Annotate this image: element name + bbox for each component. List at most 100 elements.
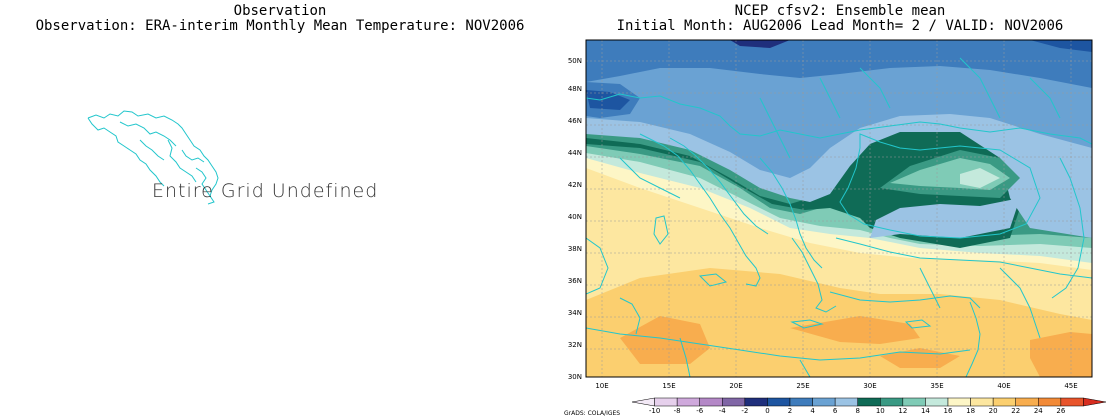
left-coastline-5: [139, 139, 165, 161]
left-coastline-1: [87, 110, 219, 205]
coast-greece: [791, 237, 837, 313]
colorbar-label: 26: [1056, 407, 1065, 415]
coast-adriatic: [669, 137, 769, 235]
colorbar-swatch: [722, 397, 746, 407]
colorbar-label: 12: [898, 407, 907, 415]
field-22-24-c: [1030, 332, 1092, 377]
lat-label: 46N: [568, 117, 582, 125]
border-3: [819, 77, 841, 119]
lat-label: 30N: [568, 373, 582, 381]
left-title-line2: Observation: ERA-interim Monthly Mean Te…: [35, 18, 525, 34]
coast-crete: [790, 319, 824, 329]
colorbar-swatch: [880, 397, 904, 407]
lon-label: 15E: [662, 382, 675, 390]
colorbar-label: 2: [788, 407, 792, 415]
left-coastline-2: [87, 117, 165, 187]
coast-turkey-south: [829, 291, 981, 309]
lat-label: 40N: [568, 213, 582, 221]
field-0-2-west: [586, 90, 630, 110]
colorbar-label: -4: [719, 407, 727, 415]
border-8: [799, 359, 811, 377]
coast-iberia: [586, 237, 609, 295]
lon-label: 40E: [997, 382, 1010, 390]
coast-europe-north: [586, 93, 1092, 145]
plot-frame: [585, 39, 1093, 378]
lat-label: 50N: [568, 57, 582, 65]
colorbar-swatch: [857, 397, 881, 407]
colorbar-label: -10: [649, 407, 660, 415]
colorbar-swatch: [676, 397, 700, 407]
colorbar-swatch: [1083, 397, 1107, 407]
lon-label: 25E: [796, 382, 809, 390]
colorbar-label: 4: [810, 407, 815, 415]
colorbar-label: -8: [674, 407, 681, 415]
colorbar-label: 14: [921, 407, 930, 415]
border-6: [999, 267, 1041, 339]
left-coastline-7: [181, 149, 205, 163]
grid-undefined-message: Entire Grid Undefined: [152, 180, 379, 202]
lon-label: 35E: [930, 382, 943, 390]
forecast-temperature-map: 30N 32N 34N 36N 38N 40N 42N 44N 46N 48N …: [568, 39, 1093, 390]
colorbar-swatch: [812, 397, 836, 407]
left-title-line1: Observation: [233, 3, 327, 19]
lat-label: 34N: [568, 309, 582, 317]
coast-tunisia: [619, 297, 641, 335]
lon-labels: 10E 15E 20E 25E 30E 35E 40E 45E: [595, 382, 1077, 390]
colorbar-swatch: [1038, 397, 1062, 407]
field-16-inner: [960, 168, 1000, 188]
colorbar-swatch: [902, 397, 926, 407]
coast-italy: [639, 133, 761, 287]
lat-label: 36N: [568, 277, 582, 285]
border-10: [1029, 77, 1061, 119]
field-dark-tl: [730, 40, 790, 48]
coast-levant: [965, 301, 981, 377]
lat-label: 48N: [568, 85, 582, 93]
colorbar-label: 18: [966, 407, 975, 415]
border-5: [919, 267, 941, 309]
colorbar-swatch: [1015, 397, 1039, 407]
lat-label: 44N: [568, 149, 582, 157]
border-2: [759, 97, 791, 159]
colorbar-label: 8: [855, 407, 859, 415]
coast-blacksea: [839, 133, 1041, 239]
lon-label: 20E: [729, 382, 742, 390]
border-4: [959, 57, 1001, 119]
colorbar-swatch: [654, 397, 678, 407]
colorbar-label: 24: [1034, 407, 1043, 415]
colorbar-swatch: [834, 397, 858, 407]
border-9: [859, 67, 891, 109]
field-22-24-a: [620, 316, 710, 364]
right-title-line2: Initial Month: AUG2006 Lead Month= 2 / V…: [616, 18, 1064, 34]
lon-label: 10E: [595, 382, 608, 390]
colorbar-swatch: [631, 397, 655, 407]
colorbar-label: 20: [989, 407, 998, 415]
colorbar-swatch: [744, 397, 768, 407]
colorbar-swatches: [631, 397, 1107, 407]
coast-sardinia: [653, 215, 669, 245]
coast-med-south: [586, 327, 971, 361]
grads-credit: GrADS: COLA/IGES: [564, 410, 621, 417]
colorbar-swatch: [1060, 397, 1084, 407]
temperature-colorbar: -10 -8 -6 -4 -2 0 2 4 6 8 10 12 14 16 18 20 22 24 26: [631, 397, 1107, 415]
field-6-8-inner: [870, 198, 1020, 238]
colorbar-swatch: [970, 397, 994, 407]
colorbar-label: 6: [833, 407, 838, 415]
right-title-line1: NCEP cfsv2: Ensemble mean: [734, 3, 946, 19]
colorbar-label: -2: [741, 407, 748, 415]
colorbar-label: 10: [876, 407, 885, 415]
field-4-6: [586, 40, 1092, 178]
colorbar-swatch: [789, 397, 813, 407]
coast-caspian: [1051, 157, 1085, 299]
lat-label: 32N: [568, 341, 582, 349]
lat-label: 38N: [568, 245, 582, 253]
lon-label: 30E: [863, 382, 876, 390]
colorbar-label: 16: [944, 407, 953, 415]
colorbar-swatch: [767, 397, 791, 407]
coast-sicily: [698, 273, 728, 287]
border-7: [679, 337, 691, 377]
colorbar-label: 22: [1011, 407, 1020, 415]
coast-cyprus: [904, 319, 932, 329]
lat-label: 42N: [568, 181, 582, 189]
field-0-2-topright: [1030, 40, 1092, 52]
coast-turkey: [835, 237, 1092, 279]
